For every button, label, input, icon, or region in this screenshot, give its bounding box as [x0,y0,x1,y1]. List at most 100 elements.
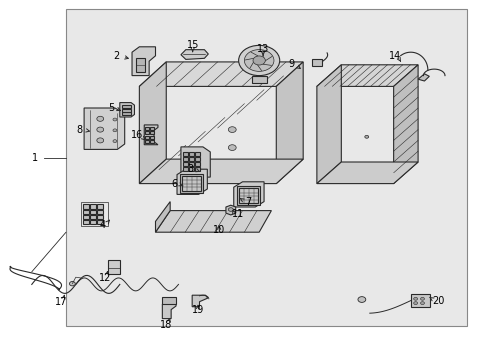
Polygon shape [233,182,264,207]
Text: 13: 13 [256,44,269,54]
Bar [183,167,187,171]
Circle shape [228,208,233,211]
Bar [83,220,89,224]
Text: 5: 5 [108,103,114,113]
Bar [145,127,149,130]
Bar [122,109,130,112]
Polygon shape [225,205,235,215]
Bar [236,186,260,205]
Circle shape [244,50,273,71]
Circle shape [113,140,117,143]
Polygon shape [276,62,303,184]
Text: 8: 8 [76,125,82,135]
Circle shape [228,145,236,150]
Bar [145,131,149,134]
Circle shape [364,135,368,138]
Polygon shape [139,159,303,184]
Bar [188,167,193,171]
Bar [136,58,144,72]
Bar [145,140,149,143]
Bar [145,136,149,139]
Polygon shape [155,202,170,232]
Text: 3: 3 [187,164,193,174]
Bar [97,204,102,209]
Text: 10: 10 [212,225,225,235]
Bar [183,157,187,161]
Bar [150,131,154,134]
Bar [97,220,102,224]
Circle shape [252,56,265,65]
Polygon shape [84,108,124,149]
Bar [150,127,154,130]
Text: 1: 1 [32,153,38,163]
Bar [183,162,187,166]
Polygon shape [132,47,155,76]
Text: 9: 9 [288,59,294,69]
Polygon shape [192,295,207,307]
Bar [188,157,193,161]
Polygon shape [181,147,210,177]
Bar [194,167,199,171]
Bar [97,215,102,219]
Bar [83,215,89,219]
Bar [83,204,89,209]
Polygon shape [316,65,417,86]
Circle shape [97,138,103,143]
Polygon shape [311,59,321,66]
Bar [183,152,187,156]
Bar [162,297,176,304]
Polygon shape [120,103,134,117]
Polygon shape [181,50,208,59]
Polygon shape [144,125,158,145]
Bar [188,152,193,156]
Circle shape [228,127,236,132]
Text: 20: 20 [431,296,444,306]
Bar [194,152,199,156]
Text: 12: 12 [99,273,112,283]
Bar [66,9,466,326]
Bar [150,136,154,139]
Circle shape [357,297,365,302]
Bar [90,210,96,214]
Bar [410,294,429,307]
Circle shape [113,118,117,121]
Text: 18: 18 [160,320,172,330]
Bar [180,174,203,193]
Polygon shape [139,62,166,184]
Bar [194,162,199,166]
Text: 2: 2 [113,51,119,61]
Bar [90,204,96,209]
Circle shape [97,127,103,132]
Text: 19: 19 [191,305,204,315]
Text: 7: 7 [245,197,251,207]
Bar [239,188,257,203]
Text: 4: 4 [100,220,105,230]
Circle shape [113,129,117,132]
Circle shape [413,297,417,300]
Text: 14: 14 [388,51,401,61]
Polygon shape [316,65,341,184]
Polygon shape [417,74,428,81]
Polygon shape [155,211,271,232]
Bar [122,105,130,108]
Text: 11: 11 [231,209,244,219]
Text: 15: 15 [186,40,199,50]
Circle shape [420,302,424,305]
Bar [188,162,193,166]
Circle shape [69,282,75,286]
Bar [107,260,120,274]
Circle shape [413,302,417,305]
Circle shape [238,45,279,76]
Bar [90,220,96,224]
Polygon shape [139,62,303,86]
Bar [150,140,154,143]
Bar [90,215,96,219]
Bar [194,157,199,161]
Bar [251,76,266,83]
Bar [83,210,89,214]
Bar [97,210,102,214]
Circle shape [97,116,103,121]
Text: 16: 16 [130,130,143,140]
Bar [182,176,201,191]
Circle shape [420,297,424,300]
